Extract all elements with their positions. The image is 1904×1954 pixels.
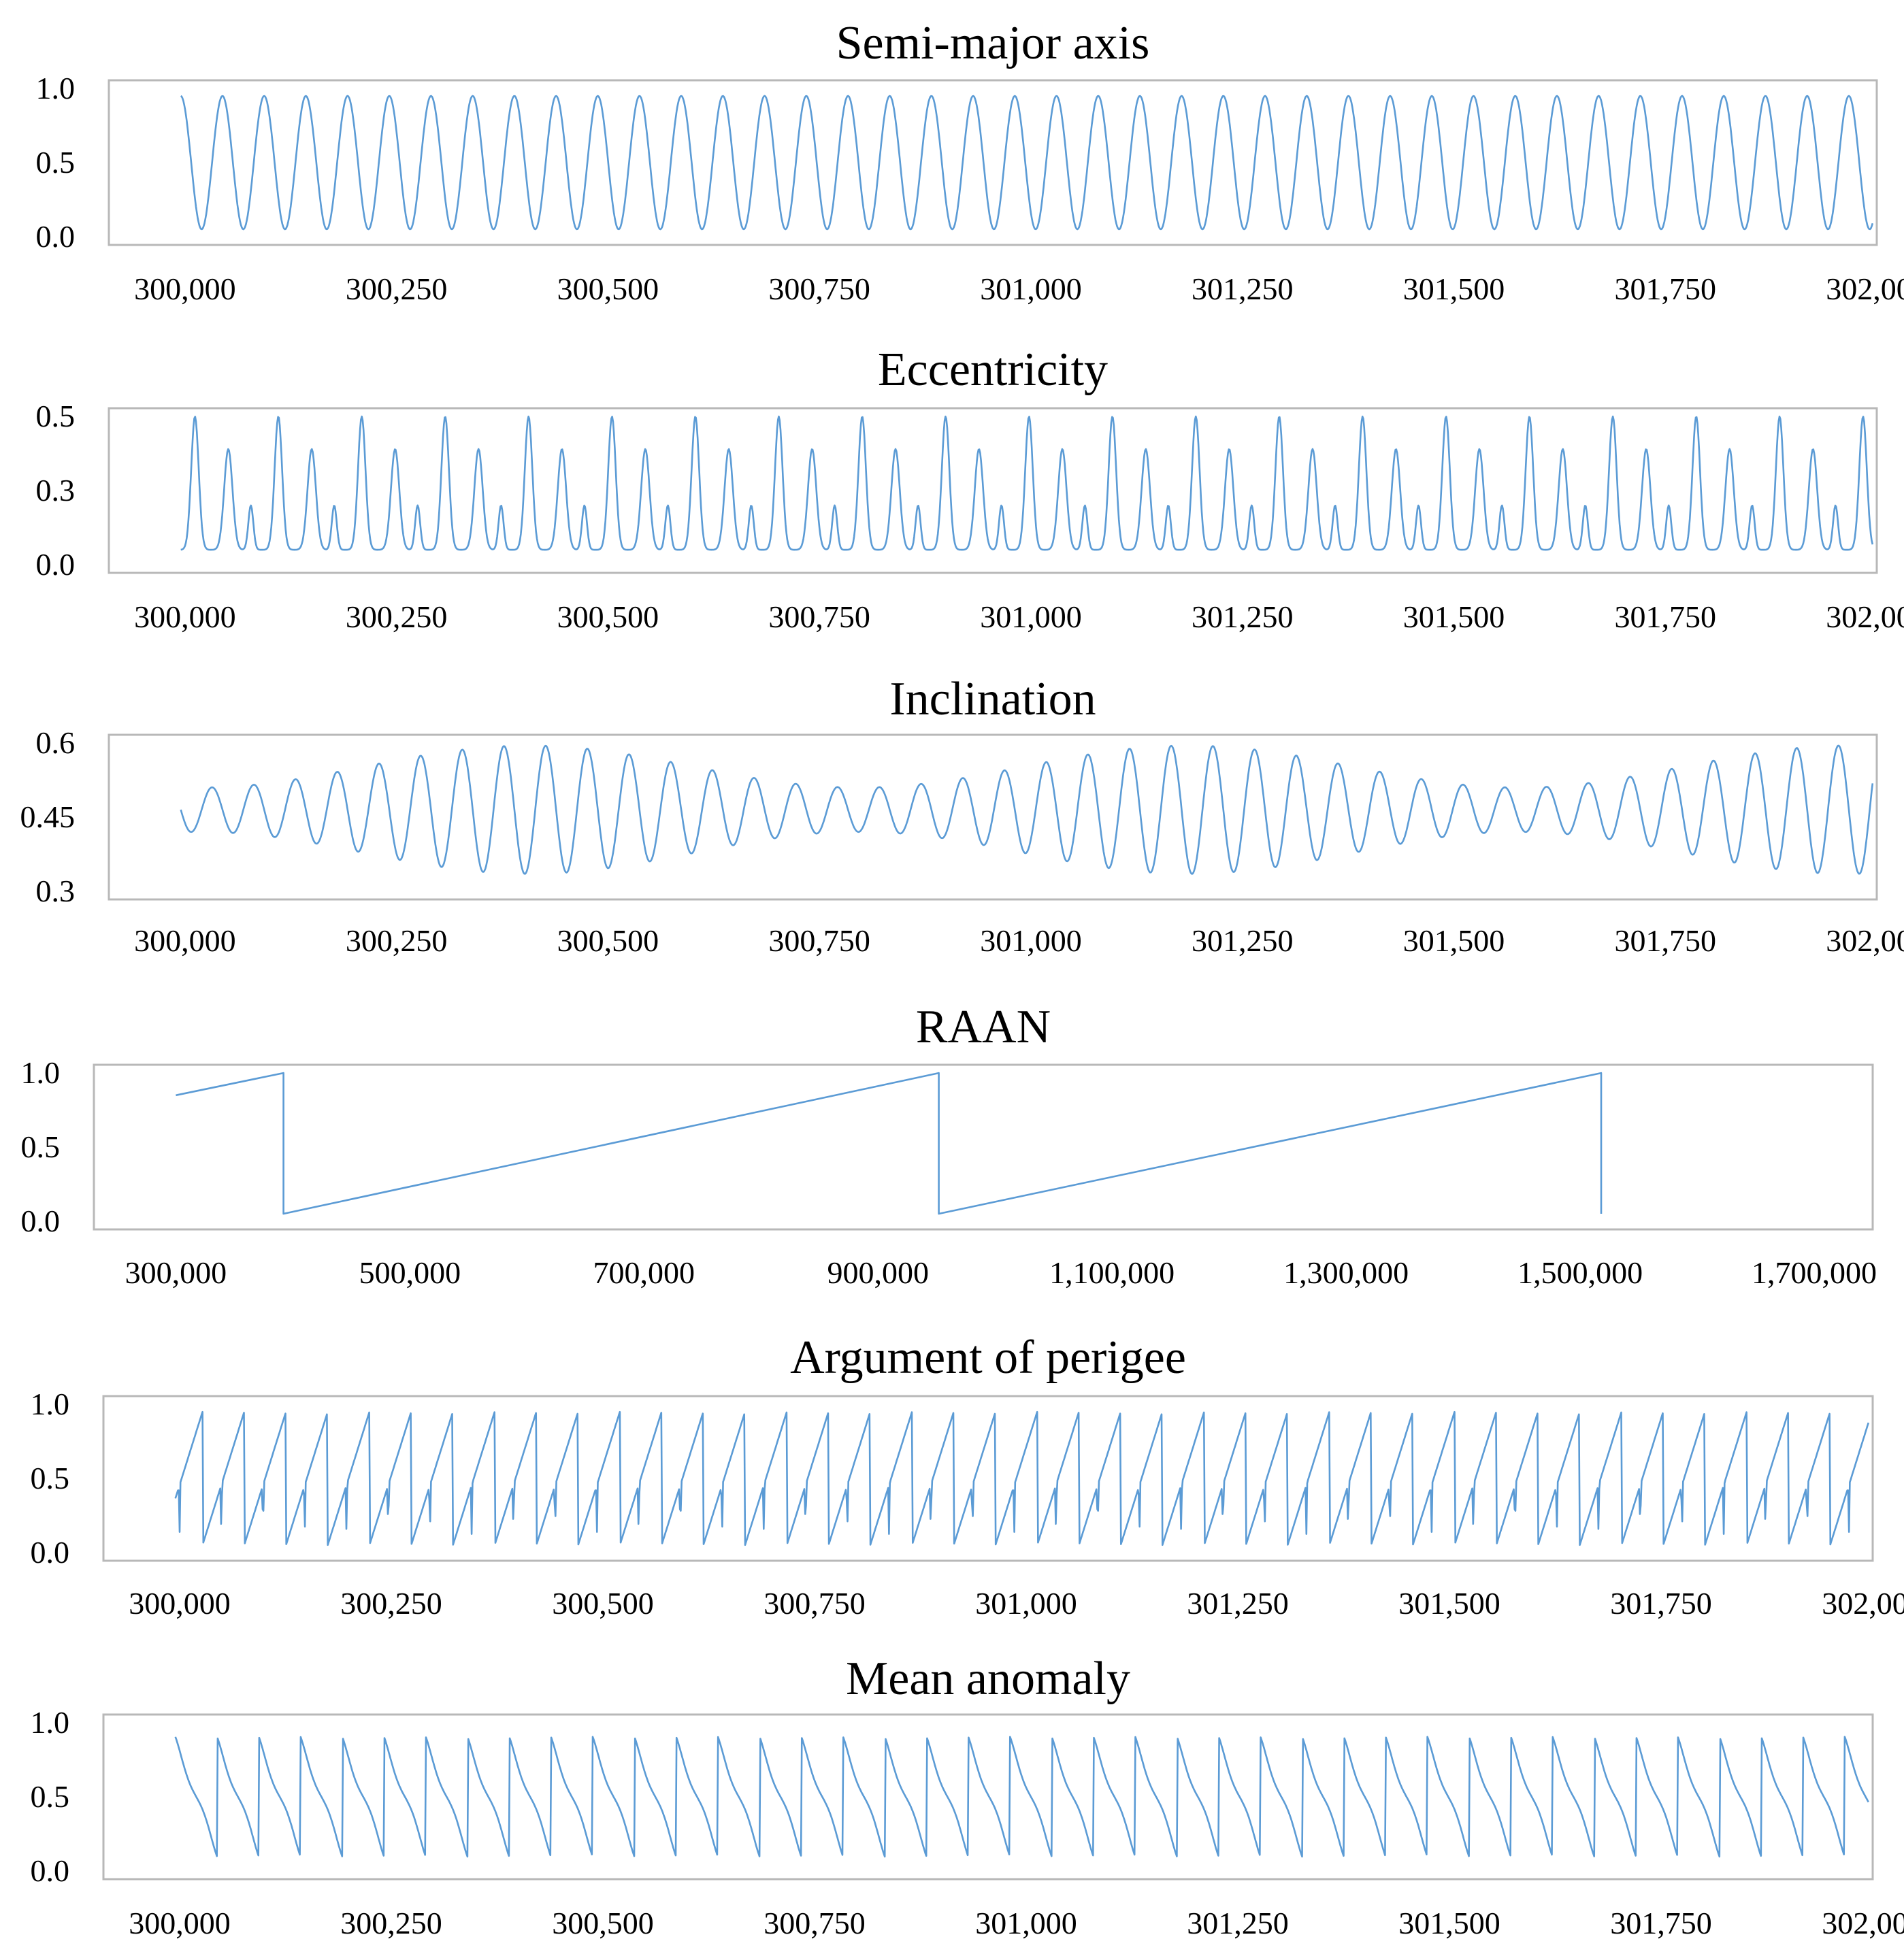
x-tick-label: 300,500 [557,271,659,306]
x-tick-label: 300,500 [552,1906,654,1940]
y-tick-label: 0.0 [36,219,76,254]
x-tick-label: 301,250 [1192,923,1294,958]
x-tick-label: 301,750 [1610,1906,1712,1940]
x-tick-label: 1,500,000 [1517,1255,1643,1290]
chart-title: Mean anomaly [846,1653,1130,1705]
chart-title: Eccentricity [878,344,1108,396]
y-tick-label: 0.0 [31,1535,70,1570]
x-tick-label: 301,250 [1187,1586,1289,1621]
x-tick-label: 300,750 [768,271,870,306]
x-tick-label: 302,000 [1826,923,1904,958]
x-tick-label: 300,750 [768,599,870,634]
x-tick-label: 300,500 [552,1586,654,1621]
chart-title: RAAN [916,1001,1051,1053]
chart-panel-3: Inclination 0.3 0.45 0.6 300,000 300,250 300,5… [20,673,1904,958]
x-tick-label: 301,250 [1192,271,1294,306]
x-tick-label: 300,500 [557,599,659,634]
y-tick-label: 1.0 [21,1055,61,1090]
y-tick-label: 0.3 [36,473,76,508]
x-tick-label: 300,500 [557,923,659,958]
x-tick-label: 700,000 [593,1255,695,1290]
x-tick-label: 301,250 [1187,1906,1289,1940]
x-tick-label: 302,000 [1822,1586,1904,1621]
y-tick-label: 0.5 [36,399,76,433]
y-tick-label: 1.0 [31,1705,70,1740]
series-line [174,1736,1869,1858]
y-tick-label: 0.0 [21,1204,61,1238]
chart-title: Argument of perigee [790,1331,1186,1384]
y-tick-label: 0.3 [36,874,76,908]
y-tick-label: 0.5 [21,1129,61,1164]
series-line [176,1072,1603,1215]
plot-frame [108,733,1878,901]
charts: Semi-major axis 0.0 0.5 1.0 300,000 300,250 30… [20,17,1904,1940]
x-tick-label: 301,750 [1614,599,1716,634]
plot-frame [108,79,1878,246]
plot-frame [102,1395,1874,1562]
x-tick-label: 301,000 [980,271,1082,306]
x-tick-label: 300,000 [134,271,236,306]
plot-frame [108,407,1878,574]
y-tick-label: 0.5 [31,1461,70,1495]
chart-panel-4: RAAN 0.0 0.5 1.0 300,000 500,000 700,000 900,00… [21,1001,1877,1290]
x-tick-label: 300,750 [764,1586,866,1621]
y-tick-label: 0.5 [31,1779,70,1814]
chart-panel-5: Argument of perigee 0.0 0.5 1.0 300,000 300,2… [31,1331,1904,1621]
x-tick-label: 300,250 [346,923,448,958]
x-tick-label: 302,000 [1826,599,1904,634]
x-tick-label: 1,700,000 [1752,1255,1877,1290]
x-tick-label: 300,000 [134,599,236,634]
x-tick-label: 301,500 [1403,599,1505,634]
y-tick-label: 0.0 [31,1853,70,1888]
x-tick-label: 900,000 [827,1255,929,1290]
x-tick-label: 301,000 [980,599,1082,634]
x-tick-label: 300,250 [340,1906,442,1940]
x-tick-label: 1,100,000 [1049,1255,1175,1290]
plot-frame [93,1063,1874,1231]
x-tick-label: 300,000 [129,1586,231,1621]
x-tick-label: 301,000 [980,923,1082,958]
series-line [180,415,1874,551]
x-tick-label: 302,000 [1826,271,1904,306]
y-tick-label: 1.0 [36,71,76,105]
x-tick-label: 300,000 [129,1906,231,1940]
x-tick-label: 301,000 [975,1906,1077,1940]
y-tick-label: 0.5 [36,145,76,180]
x-tick-label: 300,750 [768,923,870,958]
series-line [174,1410,1870,1546]
chart-title: Inclination [889,673,1096,725]
x-tick-label: 301,500 [1398,1586,1500,1621]
chart-panel-1: Semi-major axis 0.0 0.5 1.0 300,000 300,250 30… [36,17,1904,306]
x-tick-label: 301,500 [1398,1906,1500,1940]
y-tick-label: 1.0 [31,1387,70,1421]
chart-panel-2: Eccentricity 0.0 0.3 0.5 300,000 300,250 300,5… [36,344,1904,634]
x-tick-label: 301,500 [1403,271,1505,306]
x-tick-label: 301,750 [1614,923,1716,958]
y-tick-label: 0.45 [20,799,76,834]
x-tick-label: 301,000 [975,1586,1077,1621]
x-tick-label: 300,750 [764,1906,866,1940]
chart-panel-6: Mean anomaly 0.0 0.5 1.0 300,000 300,250 300,5… [31,1653,1904,1940]
x-tick-label: 1,300,000 [1283,1255,1409,1290]
x-tick-label: 302,000 [1822,1906,1904,1940]
x-tick-label: 301,750 [1610,1586,1712,1621]
y-tick-label: 0.6 [36,725,76,760]
x-tick-label: 300,000 [125,1255,227,1290]
y-tick-label: 0.0 [36,547,76,582]
x-tick-label: 300,000 [134,923,236,958]
plot-frame [102,1713,1874,1881]
x-tick-label: 301,250 [1192,599,1294,634]
x-tick-label: 300,250 [340,1586,442,1621]
chart-title: Semi-major axis [836,17,1150,69]
series-line [180,744,1874,875]
x-tick-label: 301,750 [1614,271,1716,306]
x-tick-label: 300,250 [346,271,448,306]
x-tick-label: 301,500 [1403,923,1505,958]
x-tick-label: 500,000 [359,1255,461,1290]
series-line [180,95,1874,231]
x-tick-label: 300,250 [346,599,448,634]
